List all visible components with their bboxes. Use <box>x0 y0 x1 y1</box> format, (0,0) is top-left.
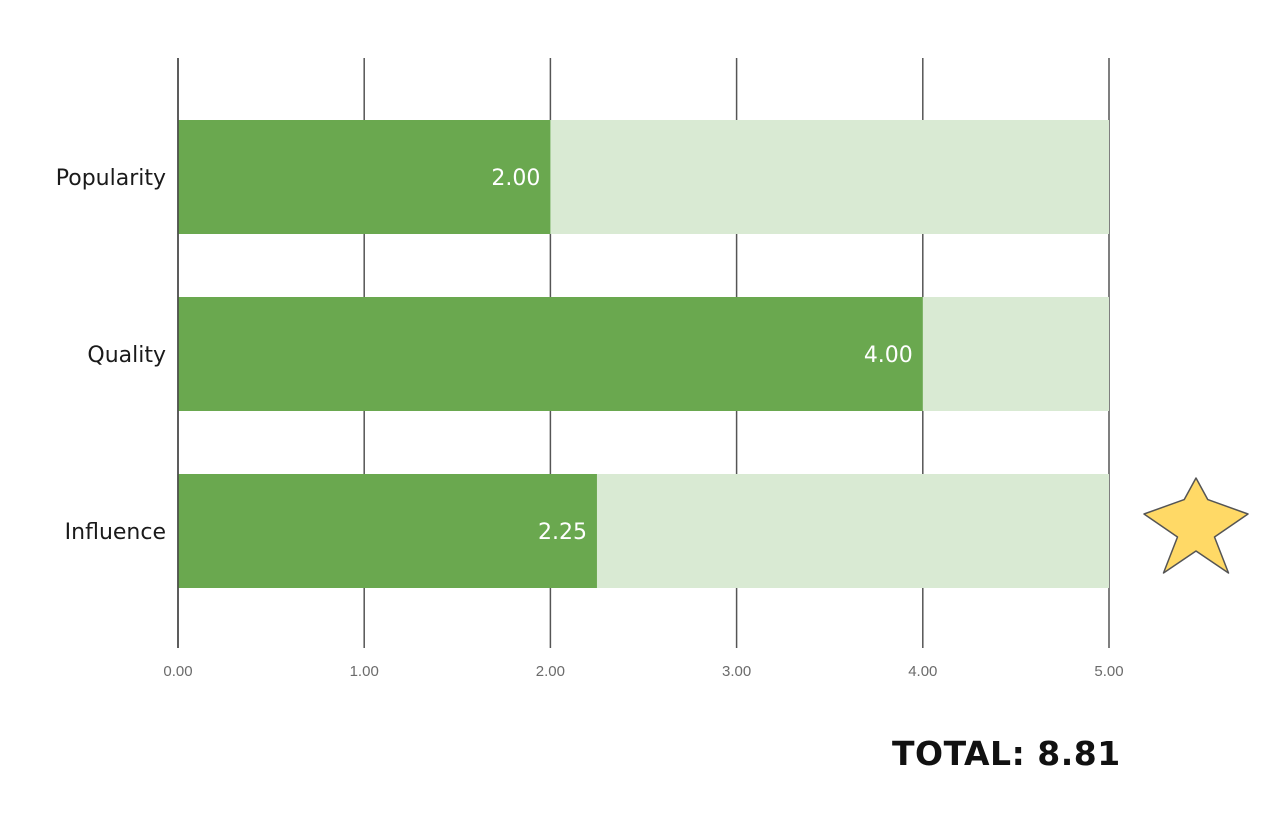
bar <box>178 120 551 234</box>
category-label: Quality <box>87 343 166 368</box>
bar <box>178 474 597 588</box>
x-tick-label: 3.00 <box>722 663 751 680</box>
bar-value-label: 2.25 <box>538 520 587 545</box>
x-tick-label: 1.00 <box>350 663 379 680</box>
x-tick-label: 5.00 <box>1094 663 1123 680</box>
x-tick-labels: 0.00 1.00 2.00 3.00 4.00 5.00 <box>163 663 1123 680</box>
x-tick-label: 0.00 <box>163 663 192 680</box>
star-icon <box>1143 477 1249 574</box>
category-labels: Popularity Quality Influence <box>56 166 166 545</box>
bars: 2.00 4.00 2.25 <box>177 58 1109 648</box>
total-score: TOTAL: 8.81 <box>892 734 1121 773</box>
bar-value-label: 4.00 <box>864 343 913 368</box>
bar <box>178 297 923 411</box>
category-label: Popularity <box>56 166 166 191</box>
x-tick-label: 2.00 <box>536 663 565 680</box>
category-label: Influence <box>65 520 166 545</box>
x-tick-label: 4.00 <box>908 663 937 680</box>
bar-value-label: 2.00 <box>491 166 540 191</box>
